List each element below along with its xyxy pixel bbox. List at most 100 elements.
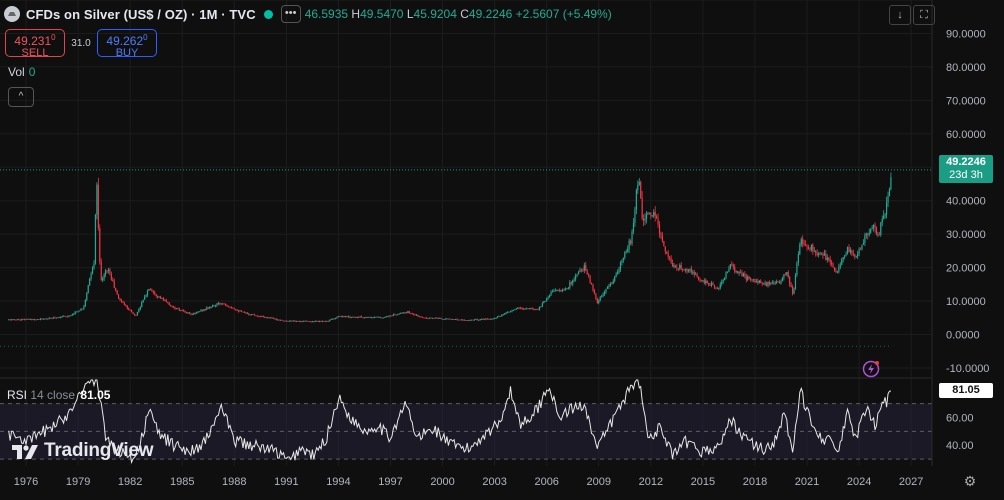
candle-body [253,314,256,316]
high-key: H [351,7,361,21]
candle-body [295,321,298,322]
candle-body [645,214,648,219]
candle-body [63,315,65,317]
candle-body [522,308,525,310]
candle-body [264,316,266,318]
candle-body [796,262,798,276]
candle-body [443,319,445,320]
candle-body [104,270,107,275]
candle-body [222,303,224,305]
candle-body [138,309,140,313]
buy-button[interactable]: 49.2620 BUY [97,29,157,59]
settings-gear-icon[interactable]: ⚙ [963,473,977,489]
candle-body [776,281,778,283]
candle-body [431,317,434,319]
candle-body [667,253,669,257]
candle-body [50,317,52,319]
tradingview-logo[interactable]: TradingView [12,440,154,462]
candle-body [635,190,637,210]
candle-body [408,311,410,314]
candle-body [381,317,383,319]
candle-body [790,284,792,287]
candle-body [476,319,478,320]
candle-body [838,266,840,272]
more-options-button[interactable]: ••• [280,5,301,23]
candle-body [187,312,189,314]
sell-button[interactable]: 49.2310 SELL [5,29,65,59]
candle-body [806,245,808,248]
candle-body [738,272,740,274]
candle-body [18,319,20,321]
candle-body [233,308,235,310]
silver-symbol-icon[interactable] [4,6,20,22]
candle-body [360,316,363,318]
high-value: 49.5470 [360,7,404,21]
price-tick-label: 80.0000 [946,62,986,74]
candle-body [608,286,610,288]
candle-body [184,310,186,313]
download-icon[interactable]: ↓ [889,5,911,25]
symbol-title[interactable]: CFDs on Silver (US$ / OZ) · 1M · TVC [26,6,256,22]
open-value: 46.5935 [304,7,349,21]
candle-body [225,303,227,306]
candle-body [693,271,695,275]
candle-body [528,308,530,309]
rsi-line [8,379,891,465]
candle-body [128,308,130,311]
candle-body [564,289,567,291]
candle-body [616,272,619,274]
candle-body [525,308,528,310]
candle-body [460,319,462,321]
candle-body [723,277,726,281]
candle-body [25,319,27,321]
candle-body [799,244,801,255]
candle-body [671,263,674,267]
candle-body [518,307,520,309]
candle-body [621,260,623,263]
candle-body [744,273,746,277]
fullscreen-icon[interactable]: ⛶ [913,5,935,25]
candle-body [537,309,539,311]
candle-body [414,314,416,316]
alert-icon[interactable] [862,360,880,378]
candle-body [560,290,562,292]
candle-body [624,252,626,258]
candle-body [113,281,115,288]
candle-body [865,233,867,236]
candle-body [356,317,358,318]
candle-body [632,223,635,232]
candle-body [220,303,222,305]
candle-body [272,317,274,319]
candle-body [340,316,342,318]
candle-body [890,177,892,189]
candle-body [285,320,287,322]
candle-body [319,320,321,322]
rsi-legend[interactable]: RSI 14 close 81.05 [7,388,110,402]
candle-body [421,316,423,318]
candle-body [679,264,681,269]
candle-body [170,304,172,307]
candle-body [570,282,572,284]
candle-body [656,216,658,219]
time-tick-label: 1979 [66,476,90,488]
collapse-legend-button[interactable]: ^ [8,87,34,107]
candle-body [764,282,766,285]
candle-body [405,312,408,314]
candle-body [556,290,558,292]
candle-body [745,276,747,280]
candle-body [868,232,870,235]
candle-body [162,298,165,301]
candle-body [599,296,601,301]
candle-body [321,320,324,322]
candle-body [298,321,300,322]
candle-body [136,312,138,316]
tradingview-logo-icon [12,445,38,459]
candle-body [152,291,154,293]
candle-body [330,319,332,320]
candle-body [485,318,487,320]
time-tick-label: 1991 [274,476,298,488]
candle-body [242,311,244,313]
candle-body [456,319,458,320]
candle-body [469,320,471,322]
